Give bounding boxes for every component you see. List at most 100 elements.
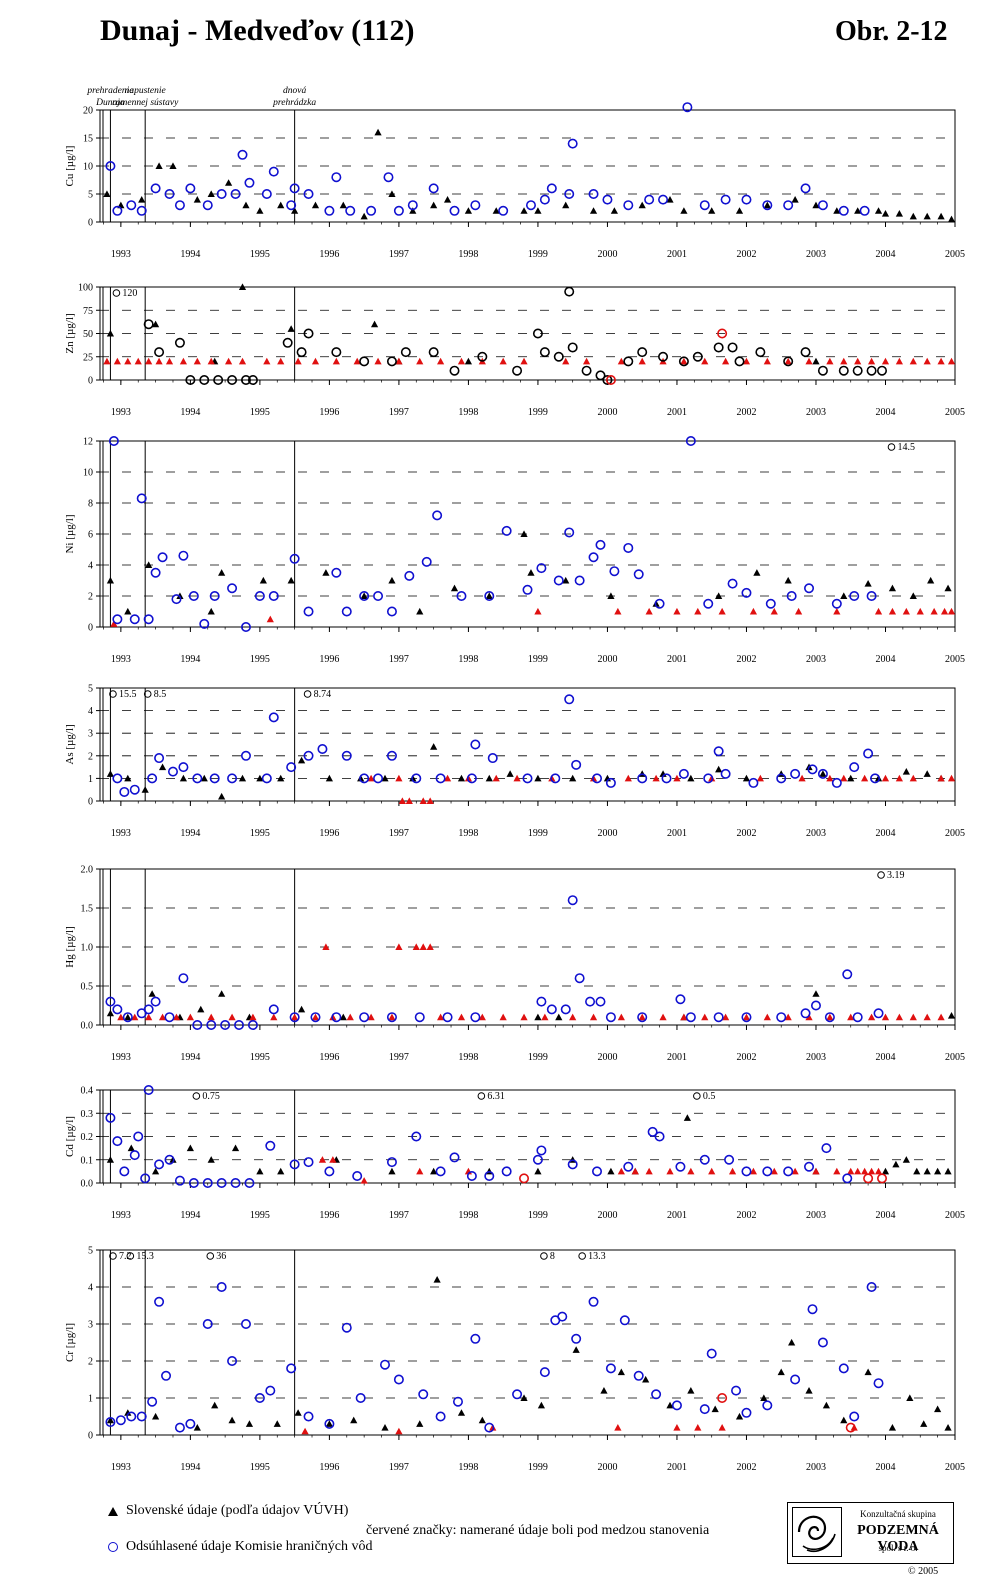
data-point-circle — [536, 996, 547, 1007]
data-point-circle — [484, 1422, 495, 1433]
data-point-triangle — [555, 1013, 563, 1021]
data-point-triangle — [895, 1013, 903, 1021]
data-point-triangle — [805, 357, 813, 365]
data-point-circle — [699, 1404, 710, 1415]
data-point-circle — [192, 1019, 203, 1030]
y-tick-label: 50 — [83, 329, 93, 340]
data-point-triangle — [117, 1013, 125, 1021]
x-tick-label: 1998 — [458, 407, 478, 418]
x-tick-label: 1996 — [319, 249, 339, 260]
data-point-triangle — [722, 357, 730, 365]
data-point-triangle — [437, 1013, 445, 1021]
data-point-triangle — [638, 357, 646, 365]
data-point-triangle — [124, 1409, 132, 1416]
data-point-triangle — [749, 1167, 758, 1175]
data-point-triangle — [607, 1167, 615, 1175]
data-point-circle — [564, 694, 575, 705]
data-point-circle — [842, 969, 853, 980]
x-tick-label: 1998 — [458, 654, 478, 665]
data-point-triangle — [218, 569, 226, 576]
data-point-triangle — [287, 576, 295, 584]
legend-agreed-label: Odsúhlasené údaje Komisie hraničných vôd — [126, 1539, 373, 1554]
data-point-triangle — [218, 990, 226, 997]
data-point-triangle — [534, 207, 542, 214]
y-tick-label: 8 — [88, 499, 93, 510]
data-point-circle — [539, 347, 550, 358]
data-point-circle — [418, 1389, 429, 1400]
data-point-triangle — [569, 1013, 577, 1021]
data-point-triangle — [861, 774, 869, 782]
data-point-circle — [810, 1000, 821, 1011]
data-point-circle — [838, 205, 849, 216]
data-point-circle — [762, 1400, 773, 1411]
data-point-circle — [804, 583, 815, 594]
data-point-triangle — [145, 357, 153, 365]
data-point-circle — [685, 435, 696, 446]
offscale-label: 3.19 — [887, 870, 905, 881]
x-tick-label: 1995 — [250, 828, 270, 839]
x-tick-label: 1997 — [389, 249, 409, 260]
data-point-circle — [216, 1178, 227, 1189]
data-point-circle — [240, 1319, 251, 1330]
x-tick-label: 1997 — [389, 407, 409, 418]
data-point-circle — [414, 1012, 425, 1023]
y-tick-label: 5 — [88, 190, 93, 201]
data-point-circle — [671, 1400, 682, 1411]
data-point-triangle — [822, 1401, 831, 1409]
data-point-circle — [713, 1012, 724, 1023]
data-point-circle — [602, 374, 613, 385]
data-point-circle — [383, 172, 394, 183]
x-tick-label: 2001 — [667, 1052, 687, 1063]
data-point-triangle — [687, 1387, 695, 1394]
data-point-circle — [411, 1131, 422, 1142]
x-tick-label: 1997 — [389, 654, 409, 665]
data-point-triangle — [947, 357, 956, 365]
data-point-circle — [129, 784, 140, 795]
data-point-triangle — [826, 1013, 834, 1021]
data-point-triangle — [701, 357, 709, 365]
data-point-triangle — [947, 215, 956, 223]
data-point-circle — [731, 1385, 742, 1396]
plot-frame — [99, 440, 956, 628]
data-point-circle — [466, 1171, 477, 1182]
data-point-triangle — [819, 770, 827, 777]
data-point-triangle — [874, 207, 883, 214]
data-point-triangle — [902, 607, 910, 615]
data-point-circle — [227, 583, 238, 594]
x-tick-label: 2003 — [806, 1210, 826, 1221]
y-tick-label: 0.2 — [81, 1132, 94, 1143]
data-point-triangle — [582, 357, 591, 365]
data-point-triangle — [854, 1167, 862, 1175]
offscale-label: 8 — [550, 1251, 555, 1262]
data-point-triangle — [944, 1167, 952, 1175]
data-point-triangle — [909, 357, 917, 365]
data-point-triangle — [791, 1167, 799, 1175]
data-point-circle — [154, 753, 165, 764]
data-point-circle — [265, 1385, 276, 1396]
data-point-circle — [685, 1012, 696, 1023]
data-point-triangle — [840, 774, 848, 782]
data-point-triangle — [680, 207, 688, 214]
data-point-triangle — [735, 207, 744, 214]
data-point-circle — [164, 1012, 175, 1023]
data-point-circle — [143, 614, 154, 625]
data-point-circle — [734, 356, 745, 367]
x-tick-label: 2004 — [875, 828, 895, 839]
data-point-triangle — [638, 201, 646, 209]
data-point-triangle — [923, 770, 931, 777]
data-point-triangle — [207, 607, 215, 615]
data-point-triangle — [631, 1167, 639, 1175]
data-point-triangle — [148, 990, 156, 997]
data-point-circle — [379, 1359, 390, 1370]
x-tick-label: 1996 — [319, 828, 339, 839]
data-point-circle — [605, 374, 616, 385]
data-point-triangle — [722, 1013, 730, 1021]
plot-frame — [99, 1249, 956, 1436]
x-tick-label: 1995 — [250, 654, 270, 665]
data-point-circle — [174, 1175, 185, 1186]
data-point-triangle — [197, 1005, 205, 1013]
data-point-circle — [786, 590, 797, 601]
data-point-triangle — [256, 774, 264, 782]
x-tick-label: 2004 — [875, 1210, 895, 1221]
x-tick-label: 1994 — [180, 654, 200, 665]
